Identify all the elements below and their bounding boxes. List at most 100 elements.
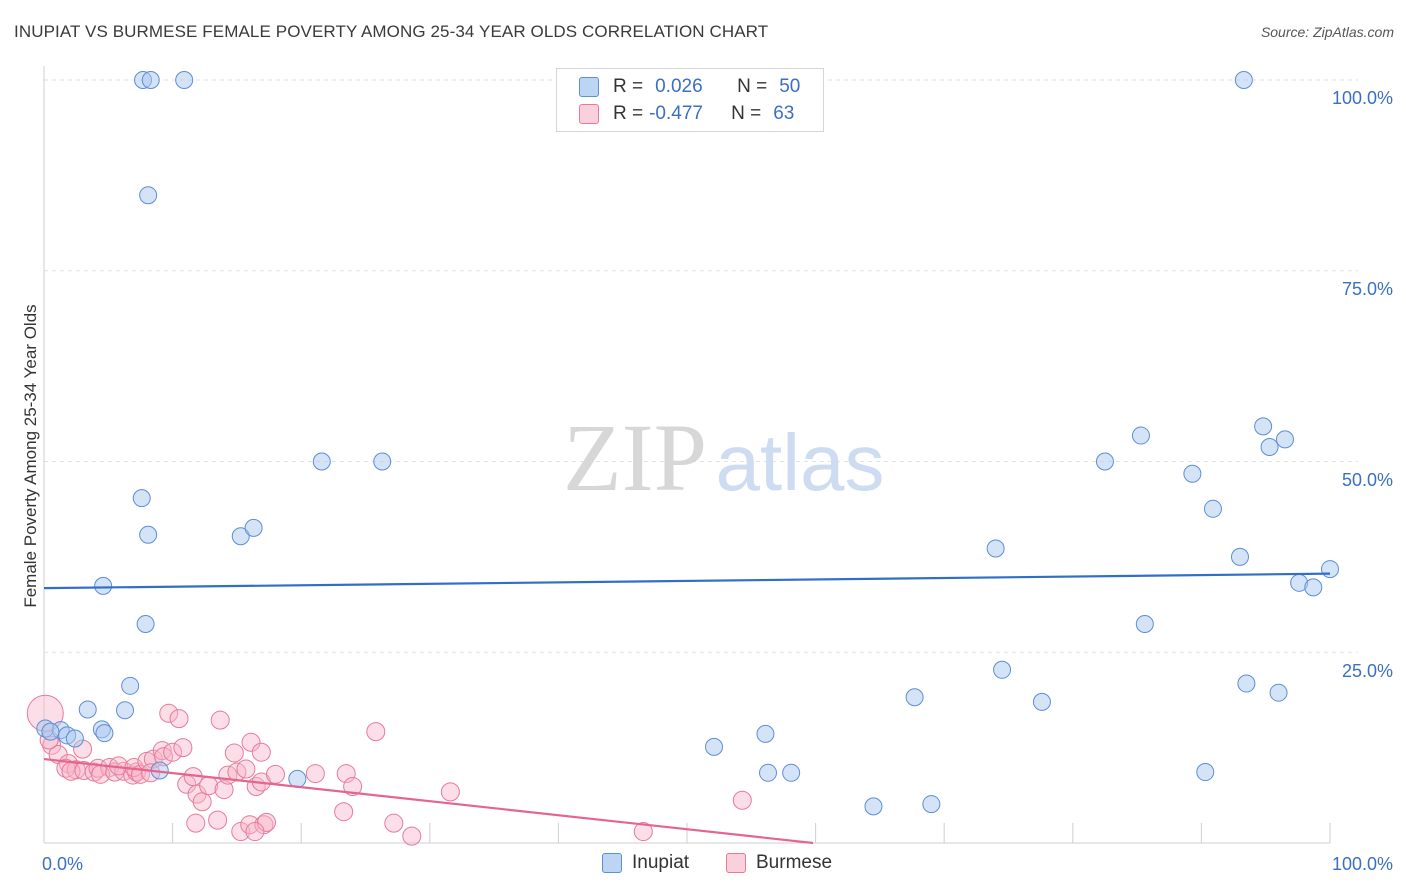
burmese-point-28 [173,738,193,758]
source-label: Source: ZipAtlas.com [1260,24,1394,40]
y-axis-label: Female Poverty Among 25-34 Year Olds [21,304,40,607]
legend-burmese-r-label: R = [613,103,644,124]
burmese-point-32 [192,792,212,812]
legend-burmese-n-value: 63 [773,103,795,124]
y-tick-label-2: 50.0% [1342,470,1393,490]
legend-inupiat-r-label: R = [613,76,644,97]
burmese-point-55 [343,777,363,797]
burmese-point-27 [169,709,189,729]
inupiat-point-16 [139,186,158,205]
y-tick-label-3: 25.0% [1342,661,1393,681]
inupiat-point-34 [1131,426,1150,445]
inupiat-point-37 [1203,499,1222,518]
legend-swatch-burmese [579,104,599,124]
inupiat-point-20 [312,452,331,471]
inupiat-point-40 [1237,674,1256,693]
inupiat-point-27 [864,797,883,816]
inupiat-point-18 [231,527,250,546]
trend-lines [43,572,1331,845]
burmese-point-41 [236,759,256,779]
inupiat-point-14 [141,71,160,89]
gridlines [44,79,1358,653]
legend-row-burmese: R = -0.477 N = 63 [579,101,794,127]
burmese-point-48 [256,812,276,832]
legend-burmese-r-value: -0.477 [649,103,703,124]
axes [43,66,1331,844]
chart-title: INUPIAT VS BURMESE FEMALE POVERTY AMONG … [14,22,769,41]
inupiat-point-8 [116,701,135,720]
inupiat-point-42 [1260,438,1279,457]
legend-burmese-n-label: N = [731,103,762,124]
inupiat-point-5 [78,700,97,719]
inupiat-point-49 [41,722,60,741]
burmese-point-59 [440,782,460,802]
legend: R = 0.026 N = 50 R = -0.477 N = 63 [556,68,824,132]
burmese-point-60 [633,822,653,842]
bottom-legend-inupiat: Inupiat [602,852,689,874]
legend-inupiat-n-label: N = [737,76,768,97]
watermark-zip: ZIP [563,404,707,511]
trend-line-burmese [43,757,814,845]
inupiat-point-25 [759,763,778,782]
burmese-point-23 [152,741,172,761]
inupiat-point-22 [288,769,307,788]
inupiat-point-11 [132,489,151,508]
burmese-point-57 [384,813,404,833]
burmese-point-52 [305,764,325,784]
axis-labels: 100.0% 75.0% 50.0% 25.0% 0.0% 100.0% [42,88,1393,874]
y-tick-label-1: 75.0% [1342,279,1393,299]
inupiat-point-3 [65,729,84,748]
inupiat-point-43 [1234,71,1253,89]
burmese-point-49 [245,822,265,842]
x-tick-label-0: 0.0% [42,854,83,874]
inupiat-point-21 [373,452,392,471]
burmese-point-58 [402,826,422,846]
burmese-point-51 [265,764,285,784]
inupiat-point-29 [905,688,924,707]
inupiat-point-36 [1183,464,1202,483]
trend-line-inupiat [43,572,1331,590]
burmese-point-42 [241,732,261,752]
inupiat-point-24 [756,724,775,743]
inupiat-point-41 [1254,417,1273,436]
inupiat-point-39 [1230,547,1249,566]
bottom-legend-burmese: Burmese [726,852,832,874]
burmese-point-53 [334,802,354,822]
watermark: ZIP atlas [563,404,884,511]
legend-row-inupiat: R = 0.026 N = 50 [579,74,800,100]
legend-inupiat-n-value: 50 [779,76,801,97]
bottom-swatch-inupiat [602,853,622,873]
burmese-point-37 [214,780,234,800]
inupiat-point-33 [1095,452,1114,471]
burmese-point-24 [159,703,179,723]
inupiat-point-44 [1275,430,1294,449]
inupiat-point-48 [1321,560,1339,579]
burmese-point-39 [224,743,244,763]
burmese-point-26 [163,742,183,762]
burmese-point-56 [366,722,386,742]
inupiat-point-7 [94,576,113,595]
inupiat-point-15 [175,71,194,89]
inupiat-point-47 [1304,578,1323,597]
inupiat-point-26 [782,763,801,782]
legend-swatch-inupiat [579,77,599,97]
inupiat-point-19 [244,518,263,537]
legend-inupiat-r-value: 0.026 [655,76,703,97]
burmese-point-61 [732,790,752,810]
inupiat-point-28 [922,795,941,814]
watermark-atlas: atlas [716,418,885,507]
x-tick-label-1: 100.0% [1332,854,1393,874]
inupiat-point-6 [95,724,114,743]
bottom-legend-burmese-label: Burmese [756,852,833,873]
inupiat-point-23 [705,737,724,756]
inupiat-point-12 [139,525,158,544]
inupiat-point-31 [993,660,1012,679]
inupiat-point-9 [121,676,140,695]
series-burmese-points [26,694,752,846]
y-tick-label-0: 100.0% [1332,88,1393,108]
burmese-point-34 [186,813,206,833]
bottom-legend-inupiat-label: Inupiat [632,852,690,873]
bottom-swatch-burmese [726,853,746,873]
inupiat-point-30 [986,539,1005,558]
